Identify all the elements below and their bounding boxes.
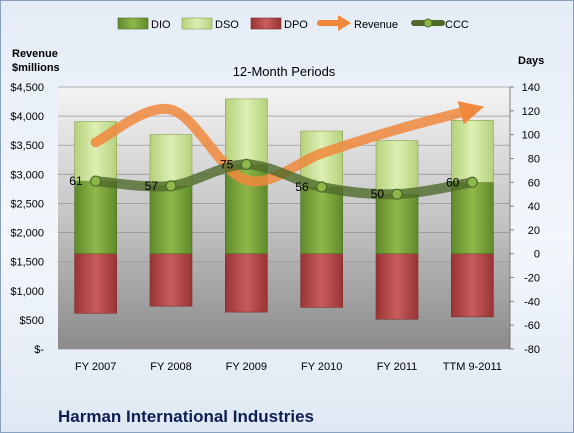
- ccc-data-label: 61: [69, 174, 83, 188]
- legend-label-dio: DIO: [151, 19, 171, 31]
- right-axis-title: Days: [518, 55, 544, 67]
- ccc-point: [90, 175, 102, 187]
- left-tick-label: $1,000: [10, 286, 44, 298]
- right-tick-label: 40: [528, 201, 540, 213]
- right-tick-label: -40: [524, 296, 540, 308]
- legend-arrow-revenue: [338, 15, 351, 31]
- right-tick-label: 100: [522, 130, 540, 142]
- right-tick-label: -80: [524, 344, 540, 356]
- legend-label-dso: DSO: [215, 19, 239, 31]
- bar-dpo: [451, 253, 494, 318]
- legend-label-dpo: DPO: [284, 19, 308, 31]
- bar-dio: [149, 185, 193, 255]
- right-tick-label: 80: [528, 153, 540, 165]
- right-tick-label: 120: [522, 106, 540, 118]
- right-tick-label: 60: [528, 177, 540, 189]
- bar-group: [74, 98, 494, 320]
- revenue-line: [90, 101, 484, 187]
- ccc-point: [165, 180, 177, 192]
- legend-marker-ccc: [423, 18, 433, 28]
- bar-dpo: [225, 253, 268, 313]
- left-tick-label: $4,500: [10, 82, 44, 94]
- left-tick-label: $3,000: [10, 169, 44, 181]
- ccc-data-label: 60: [446, 175, 460, 189]
- legend-item-ccc: CCC: [411, 18, 469, 31]
- left-axis-title-line2: $millions: [12, 62, 60, 74]
- right-tick-label: 0: [534, 249, 540, 261]
- x-tick-label: FY 2011: [377, 361, 418, 373]
- x-axis-ticks: FY 2007 FY 2008 FY 2009 FY 2010 FY 2011 TTM 9…: [75, 361, 502, 373]
- right-axis-ticks: -80 -60 -40 -20 0 20 40 60 80 100 120 140: [509, 82, 540, 356]
- legend-item-dso: DSO: [181, 17, 239, 31]
- bar-dso: [375, 140, 419, 195]
- legend-label-ccc: CCC: [445, 19, 469, 31]
- bar-dio: [451, 181, 494, 255]
- bar-dio: [300, 186, 343, 255]
- legend-swatch-dpo: [250, 17, 282, 30]
- x-tick-label: FY 2009: [226, 361, 267, 373]
- x-tick-label: FY 2008: [150, 361, 191, 373]
- right-tick-label: 20: [528, 225, 540, 237]
- legend-item-dio: DIO: [117, 17, 171, 31]
- bar-dio: [74, 180, 117, 255]
- left-tick-label: $2,500: [10, 198, 44, 210]
- left-tick-label: $1,500: [10, 257, 44, 269]
- ccc-point: [466, 176, 478, 188]
- ccc-points: [90, 158, 478, 200]
- bar-dpo: [149, 253, 193, 307]
- left-axis-ticks: $- $500 $1,000 $1,500 $2,000 $2,500 $3,000 $3,5…: [10, 82, 44, 356]
- ccc-data-label: 57: [145, 179, 159, 193]
- x-tick-label: FY 2007: [75, 361, 116, 373]
- right-tick-label: -60: [524, 320, 540, 332]
- company-name: Harman International Industries: [58, 407, 314, 426]
- ccc-point: [316, 181, 328, 193]
- ccc-labels: 61 57 75 56 50 60: [69, 157, 459, 201]
- x-tick-label: FY 2010: [301, 361, 342, 373]
- bar-dio: [375, 193, 419, 255]
- left-tick-label: $-: [34, 344, 44, 356]
- left-tick-label: $4,000: [10, 111, 44, 123]
- ccc-data-label: 50: [371, 187, 385, 201]
- plot-area: [58, 87, 510, 349]
- left-axis-title-line1: Revenue: [12, 48, 58, 60]
- bar-dpo: [375, 253, 419, 320]
- legend: DIO DSO DPO Revenue CCC: [117, 15, 469, 31]
- left-tick-label: $500: [20, 315, 44, 327]
- bar-dso: [225, 98, 268, 165]
- bar-dpo: [300, 253, 343, 308]
- ccc-data-label: 75: [220, 157, 234, 171]
- bar-dpo: [74, 253, 117, 314]
- chart-subtitle: 12-Month Periods: [233, 64, 336, 79]
- x-tick-label: TTM 9-2011: [443, 361, 502, 373]
- legend-swatch-dso: [181, 17, 213, 30]
- legend-label-revenue: Revenue: [354, 19, 398, 31]
- bar-dso: [451, 120, 494, 183]
- legend-item-revenue: Revenue: [317, 15, 398, 31]
- left-tick-label: $2,000: [10, 228, 44, 240]
- ccc-point: [240, 158, 252, 171]
- right-tick-label: 140: [522, 82, 540, 94]
- ccc-data-label: 56: [295, 180, 309, 194]
- right-tick-label: -20: [524, 273, 540, 285]
- legend-item-dpo: DPO: [250, 17, 308, 31]
- legend-swatch-dio: [117, 17, 149, 30]
- left-tick-label: $3,500: [10, 140, 44, 152]
- ccc-point: [391, 188, 403, 200]
